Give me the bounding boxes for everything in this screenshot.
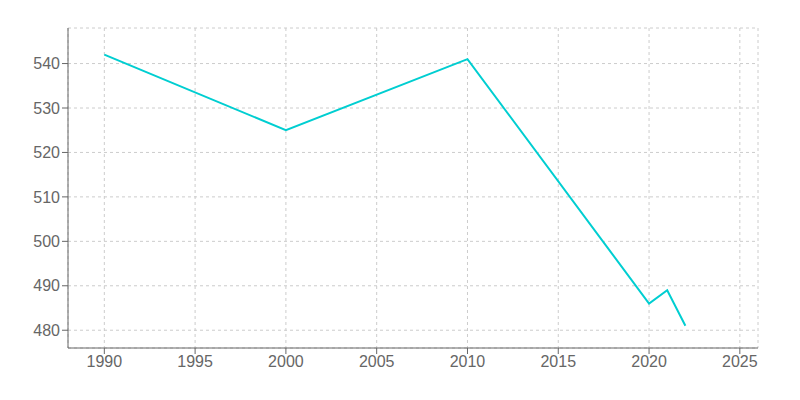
svg-text:1990: 1990: [87, 353, 123, 370]
svg-text:2010: 2010: [450, 353, 486, 370]
svg-text:520: 520: [33, 144, 60, 161]
svg-text:2025: 2025: [722, 353, 758, 370]
svg-text:510: 510: [33, 189, 60, 206]
svg-text:1995: 1995: [177, 353, 213, 370]
svg-text:2005: 2005: [359, 353, 395, 370]
svg-text:530: 530: [33, 100, 60, 117]
svg-text:500: 500: [33, 233, 60, 250]
svg-text:2015: 2015: [540, 353, 576, 370]
svg-text:480: 480: [33, 322, 60, 339]
svg-text:540: 540: [33, 55, 60, 72]
svg-text:2000: 2000: [268, 353, 304, 370]
svg-text:2020: 2020: [631, 353, 667, 370]
svg-text:490: 490: [33, 277, 60, 294]
